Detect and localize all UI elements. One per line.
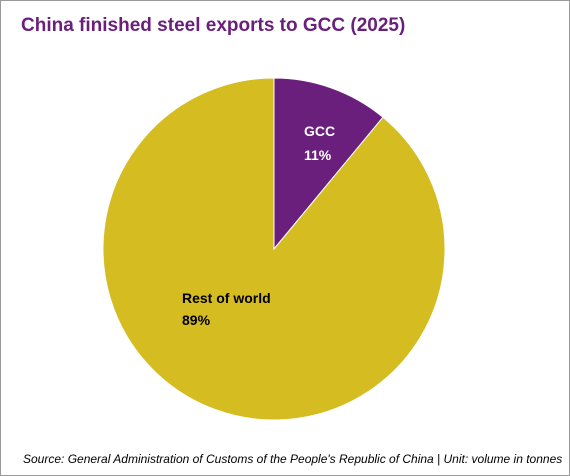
slice-value-gcc: 11%	[304, 147, 332, 163]
slice-value-rest-of-world: 89%	[182, 312, 211, 328]
slice-label-gcc: GCC	[304, 123, 335, 139]
pie-slice-rest-of-world	[102, 77, 446, 421]
pie-slice-gcc	[273, 77, 384, 251]
chart-title: China finished steel exports to GCC (202…	[21, 15, 406, 36]
source-note: Source: General Administration of Custom…	[23, 452, 563, 466]
slice-label-rest-of-world: Rest of world	[182, 290, 271, 306]
